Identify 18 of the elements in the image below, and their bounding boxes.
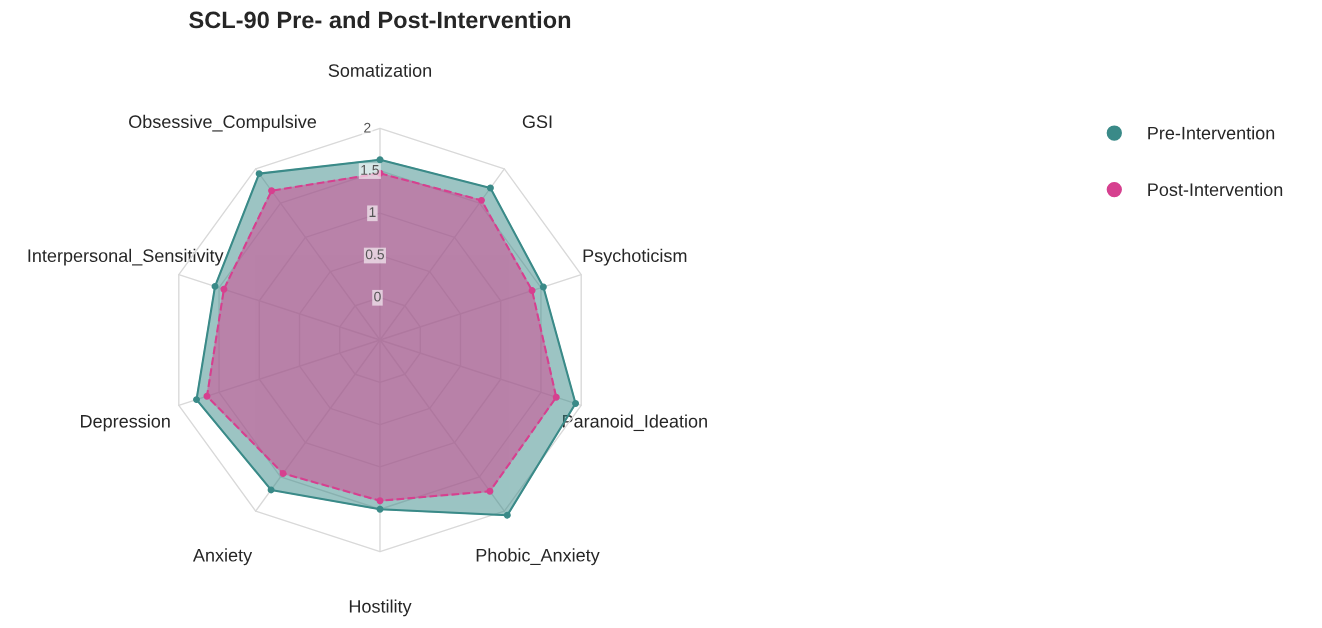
y-tick-label: 0.5	[365, 249, 384, 260]
y-tick-label: 1	[369, 207, 376, 217]
spoke-label: Paranoid_Ideation	[563, 414, 707, 432]
spoke-label: Psychoticism	[583, 248, 687, 266]
spoke-label: GSI	[522, 115, 552, 129]
chart-title: SCL-90 Pre- and Post-Intervention	[189, 11, 571, 29]
spoke-label: Interpersonal_Sensitivity	[28, 248, 224, 266]
spoke-label: Anxiety	[192, 548, 253, 566]
spoke-label: Hostility	[349, 599, 412, 617]
y-tick-label: 0	[374, 291, 381, 302]
legend-label: Pre-Intervention	[1148, 126, 1275, 140]
spoke-label: Somatization	[328, 63, 432, 77]
spoke-label: Obsessive_Compulsive	[129, 114, 317, 132]
y-tick-label: 2	[364, 122, 371, 133]
spoke-label: Depression	[81, 414, 170, 432]
y-tick-label: 1.5	[361, 165, 379, 175]
spoke-label: Phobic_Anxiety	[476, 548, 600, 566]
legend-label: Post-Intervention	[1148, 182, 1283, 197]
